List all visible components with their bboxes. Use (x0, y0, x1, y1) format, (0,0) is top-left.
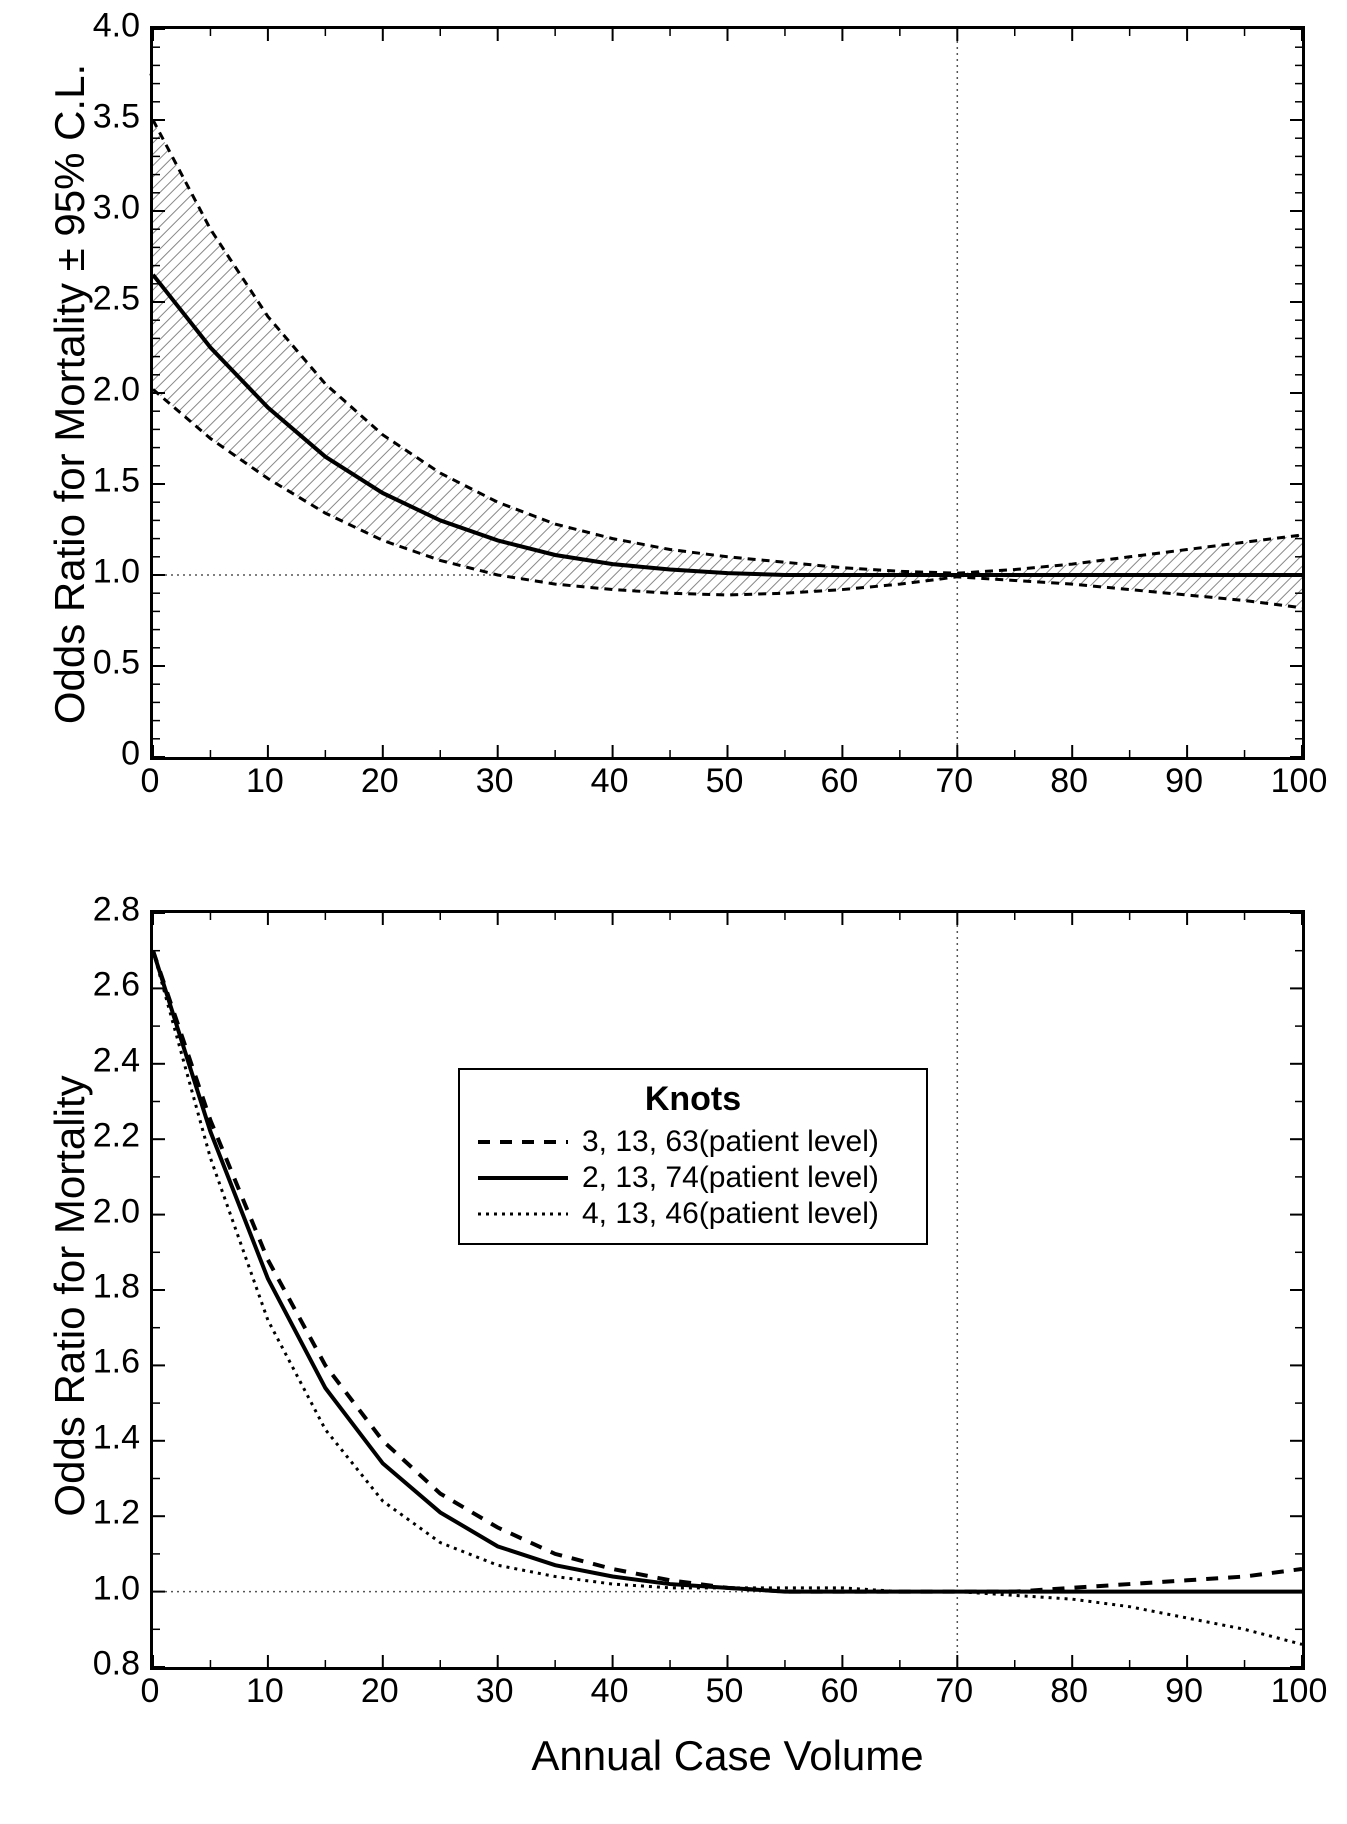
y-tick-label: 1.4 (80, 1418, 140, 1457)
y-tick-label: 0 (80, 735, 140, 774)
x-tick-label: 20 (361, 762, 399, 801)
y-tick-label: 3.5 (80, 98, 140, 137)
x-tick-label: 10 (246, 1672, 284, 1711)
legend-row: 4, 13, 46(patient level) (478, 1197, 908, 1231)
legend-label: 3, 13, 63(patient level) (582, 1125, 879, 1159)
y-tick-label: 2.0 (80, 371, 140, 410)
y-tick-label: 1.0 (80, 553, 140, 592)
y-tick-label: 0.8 (80, 1645, 140, 1684)
x-tick-label: 30 (476, 1672, 514, 1711)
legend-row: 2, 13, 74(patient level) (478, 1161, 908, 1195)
legend-swatch (478, 1163, 568, 1193)
y-tick-label: 1.5 (80, 462, 140, 501)
panel-a: A Odds Ratio for Mortality ± 95% C.L. 01… (0, 0, 1347, 870)
legend-items: 3, 13, 63(patient level)2, 13, 74(patien… (478, 1125, 908, 1231)
y-tick-label: 1.2 (80, 1494, 140, 1533)
x-tick-label: 0 (141, 762, 160, 801)
x-tick-label: 30 (476, 762, 514, 801)
y-tick-label: 2.6 (80, 966, 140, 1005)
y-tick-label: 3.0 (80, 189, 140, 228)
y-tick-label: 4.0 (80, 7, 140, 46)
x-tick-label: 70 (935, 1672, 973, 1711)
x-tick-label: 100 (1271, 762, 1328, 801)
x-tick-label: 70 (935, 762, 973, 801)
legend-swatch (478, 1199, 568, 1229)
figure-container: A Odds Ratio for Mortality ± 95% C.L. 01… (0, 0, 1347, 1824)
x-tick-label: 60 (820, 762, 858, 801)
y-tick-label: 0.5 (80, 644, 140, 683)
x-tick-label: 50 (706, 1672, 744, 1711)
panel-b-xlabel: Annual Case Volume (150, 1732, 1305, 1780)
x-tick-label: 90 (1165, 1672, 1203, 1711)
y-tick-label: 2.5 (80, 280, 140, 319)
panel-a-plot-area (150, 26, 1305, 760)
legend-row: 3, 13, 63(patient level) (478, 1125, 908, 1159)
y-tick-label: 1.6 (80, 1343, 140, 1382)
legend-label: 2, 13, 74(patient level) (582, 1161, 879, 1195)
legend-title: Knots (478, 1080, 908, 1119)
x-tick-label: 40 (591, 762, 629, 801)
y-tick-label: 2.8 (80, 891, 140, 930)
x-tick-label: 20 (361, 1672, 399, 1711)
x-tick-label: 80 (1050, 762, 1088, 801)
x-tick-label: 80 (1050, 1672, 1088, 1711)
legend-label: 4, 13, 46(patient level) (582, 1197, 879, 1231)
y-tick-label: 2.2 (80, 1117, 140, 1156)
panel-b-legend: Knots 3, 13, 63(patient level)2, 13, 74(… (458, 1068, 928, 1245)
y-tick-label: 1.8 (80, 1268, 140, 1307)
x-tick-label: 10 (246, 762, 284, 801)
x-tick-label: 90 (1165, 762, 1203, 801)
panel-b-plot-area: Knots 3, 13, 63(patient level)2, 13, 74(… (150, 910, 1305, 1670)
panel-b-svg (153, 913, 1302, 1667)
x-tick-label: 100 (1271, 1672, 1328, 1711)
x-tick-label: 0 (141, 1672, 160, 1711)
x-tick-label: 40 (591, 1672, 629, 1711)
panel-b: B Knots 3, 13, 63(patient level)2, 13, 7… (0, 892, 1347, 1824)
x-tick-label: 60 (820, 1672, 858, 1711)
y-tick-label: 2.0 (80, 1192, 140, 1231)
legend-swatch (478, 1127, 568, 1157)
y-tick-label: 1.0 (80, 1569, 140, 1608)
x-tick-label: 50 (706, 762, 744, 801)
panel-a-svg (153, 29, 1302, 757)
y-tick-label: 2.4 (80, 1041, 140, 1080)
